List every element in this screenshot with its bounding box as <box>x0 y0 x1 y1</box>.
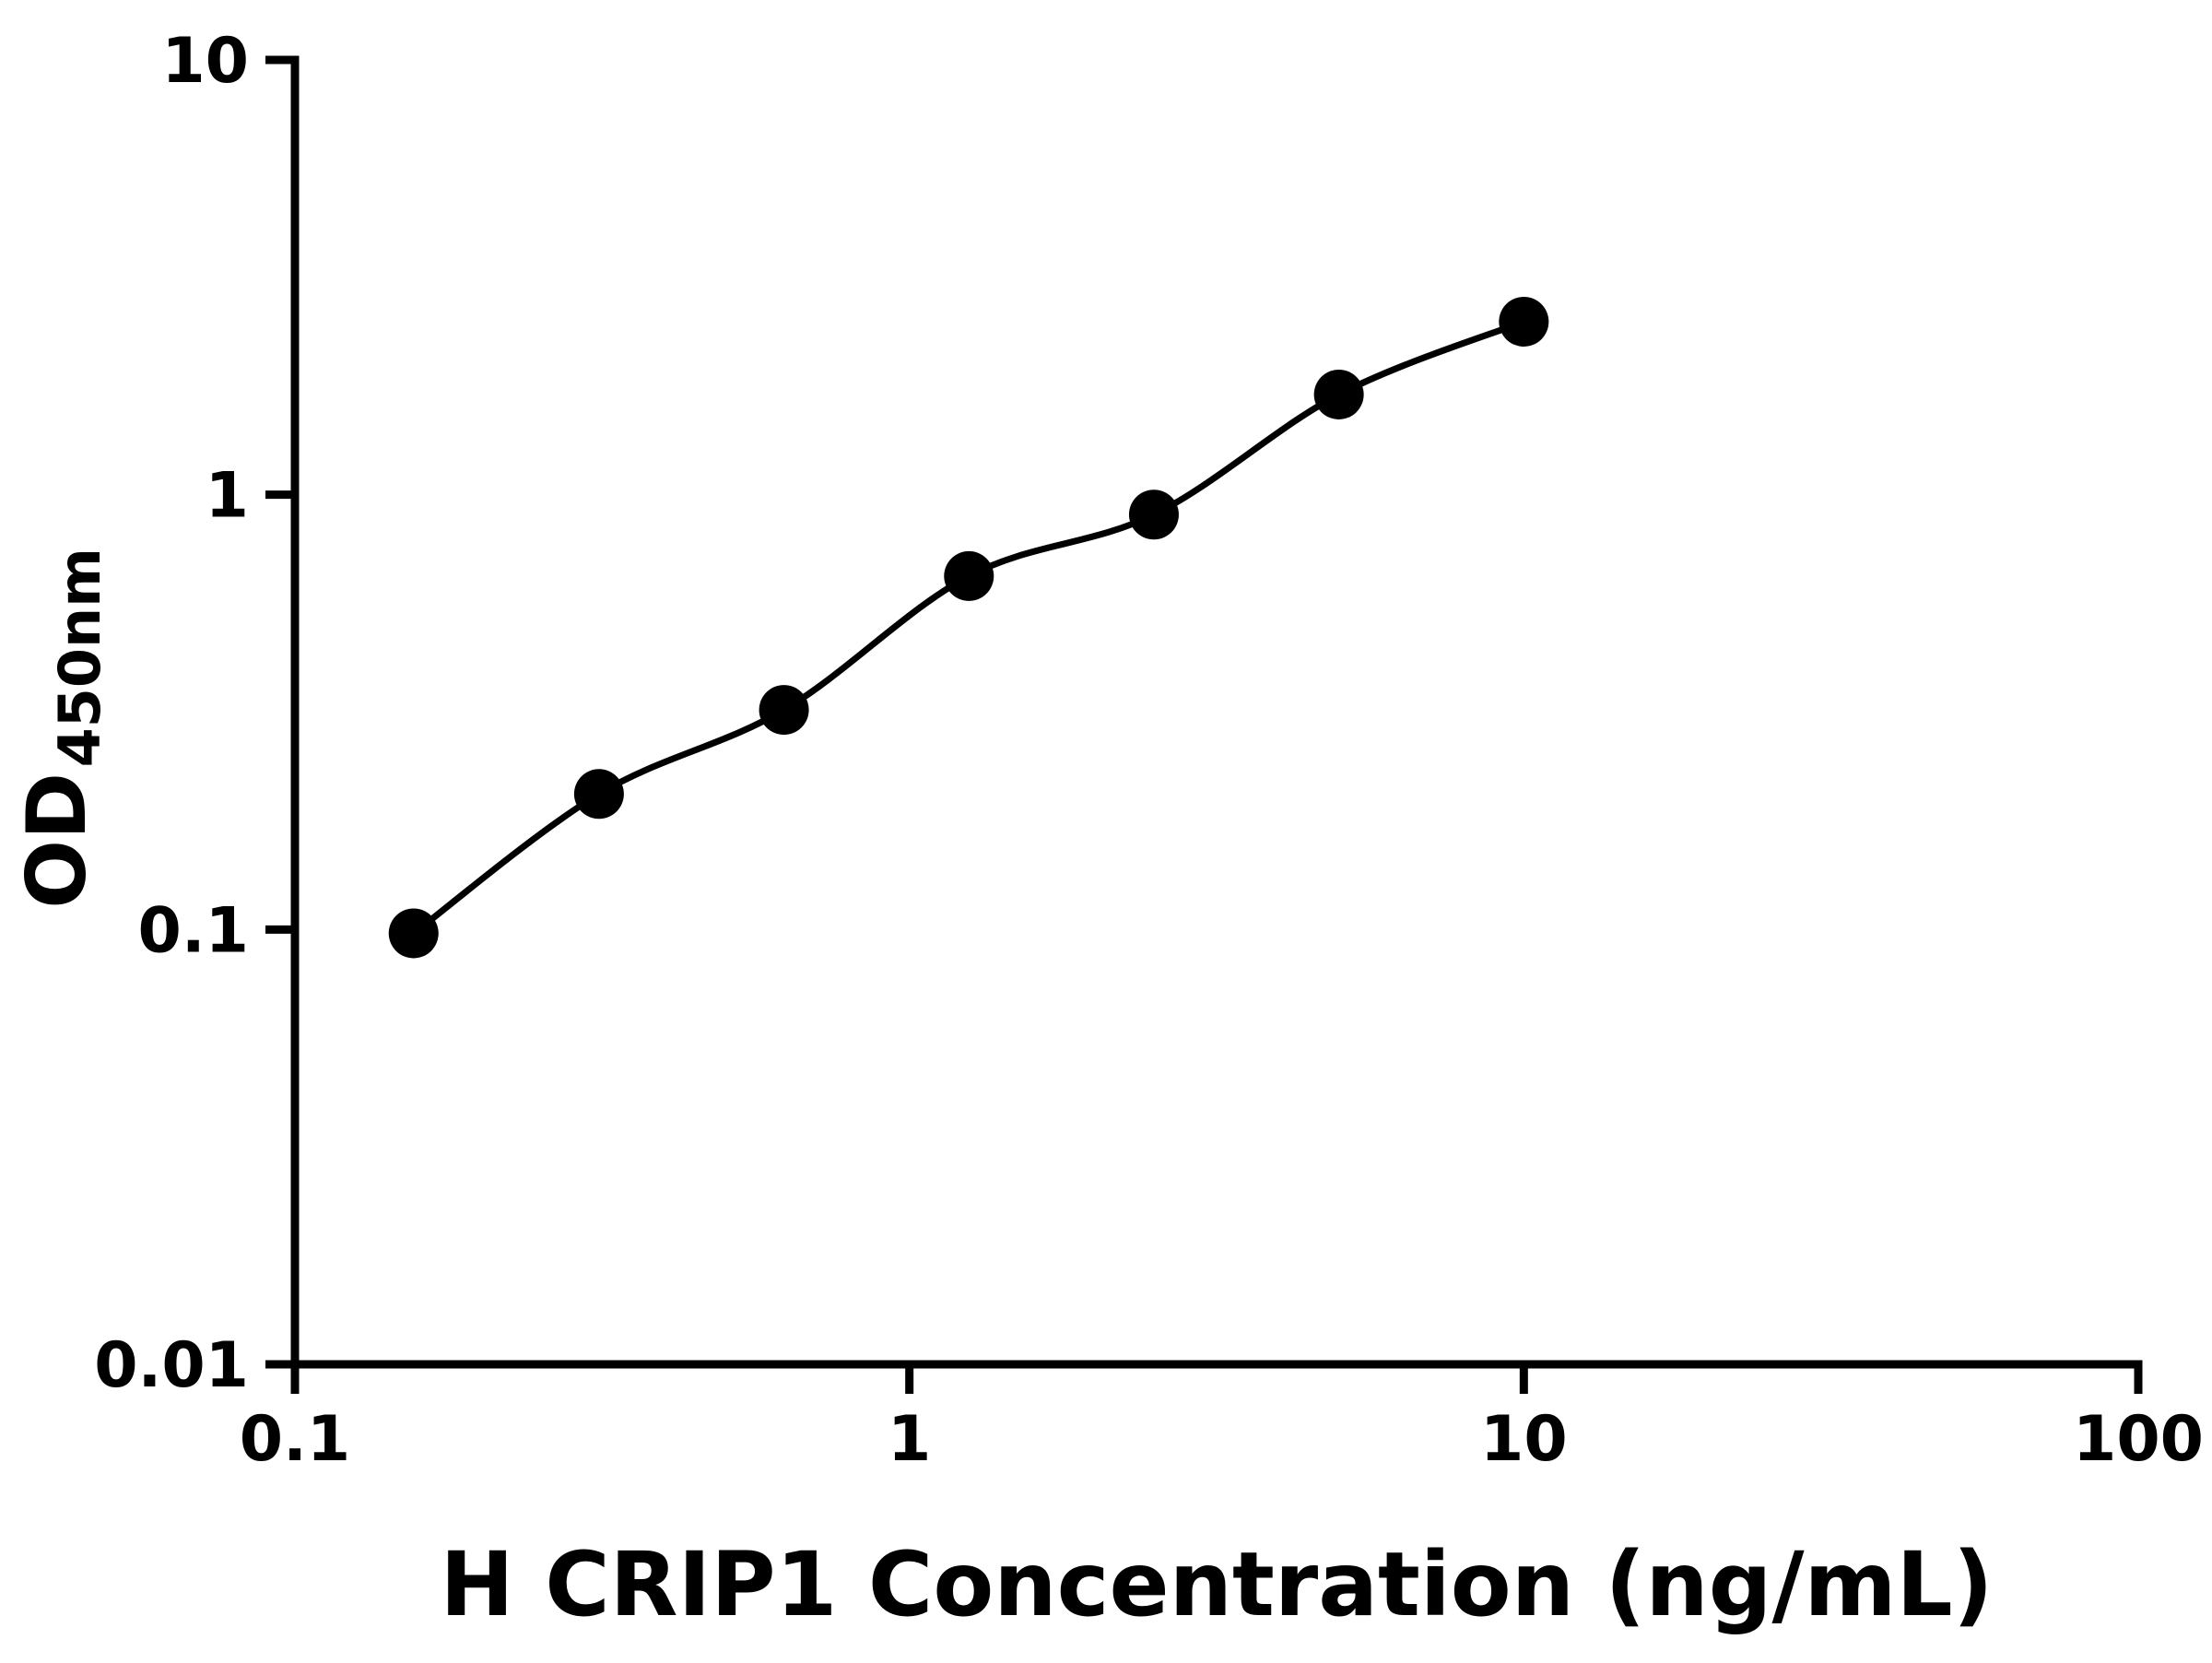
x-axis-title: H CRIP1 Concentration (ng/mL) <box>440 1533 1993 1636</box>
data-point <box>573 769 624 820</box>
data-point <box>759 685 809 736</box>
y-tick-label: 1 <box>206 460 249 533</box>
y-axis-title: OD 450nm <box>9 548 113 909</box>
x-tick-label: 1 <box>888 1403 931 1476</box>
y-axis-title-main: OD <box>9 773 104 909</box>
data-point <box>944 550 994 601</box>
data-point <box>1313 369 1364 419</box>
data-point <box>1499 296 1549 347</box>
y-tick-label: 10 <box>161 25 249 98</box>
fit-line <box>411 318 1525 937</box>
x-tick-label: 0.1 <box>240 1403 350 1476</box>
y-tick-label: 0.1 <box>138 894 249 967</box>
x-tick-label: 10 <box>1480 1403 1568 1476</box>
data-point <box>388 908 439 959</box>
data-point <box>1128 489 1179 540</box>
x-tick-label: 100 <box>2073 1403 2204 1476</box>
y-tick-label: 0.01 <box>94 1329 249 1402</box>
y-axis-title-subscript: 450nm <box>46 548 113 767</box>
